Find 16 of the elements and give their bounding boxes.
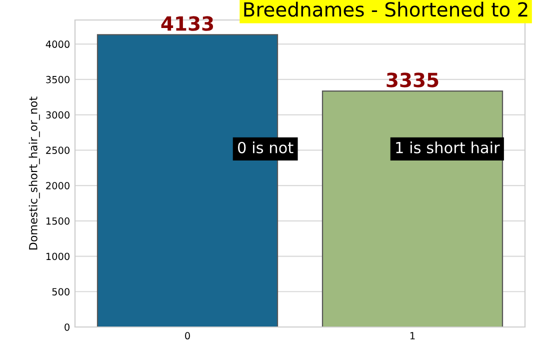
- data-label: 4133: [161, 16, 214, 31]
- annotation: 0 is not: [238, 142, 294, 154]
- y-tick-label: 3500: [46, 76, 70, 84]
- chart-title: Breednames - Shortened to 2: [244, 2, 528, 17]
- y-tick-label: 4000: [46, 40, 70, 48]
- y-tick-label: 0: [64, 323, 70, 331]
- y-tick-label: 3000: [46, 111, 70, 119]
- data-label: 3335: [386, 72, 438, 88]
- y-tick-label: 2000: [46, 182, 70, 190]
- y-tick-label: 2500: [46, 146, 70, 154]
- y-tick-label: 1000: [46, 252, 70, 260]
- x-tick-label: 1: [410, 332, 415, 340]
- y-tick-label: 500: [52, 288, 70, 296]
- y-tick-label: 1500: [46, 217, 70, 225]
- annotation: 1 is short hair: [396, 142, 500, 154]
- y-axis-title: Domestic_short_hair_or_not: [28, 96, 40, 250]
